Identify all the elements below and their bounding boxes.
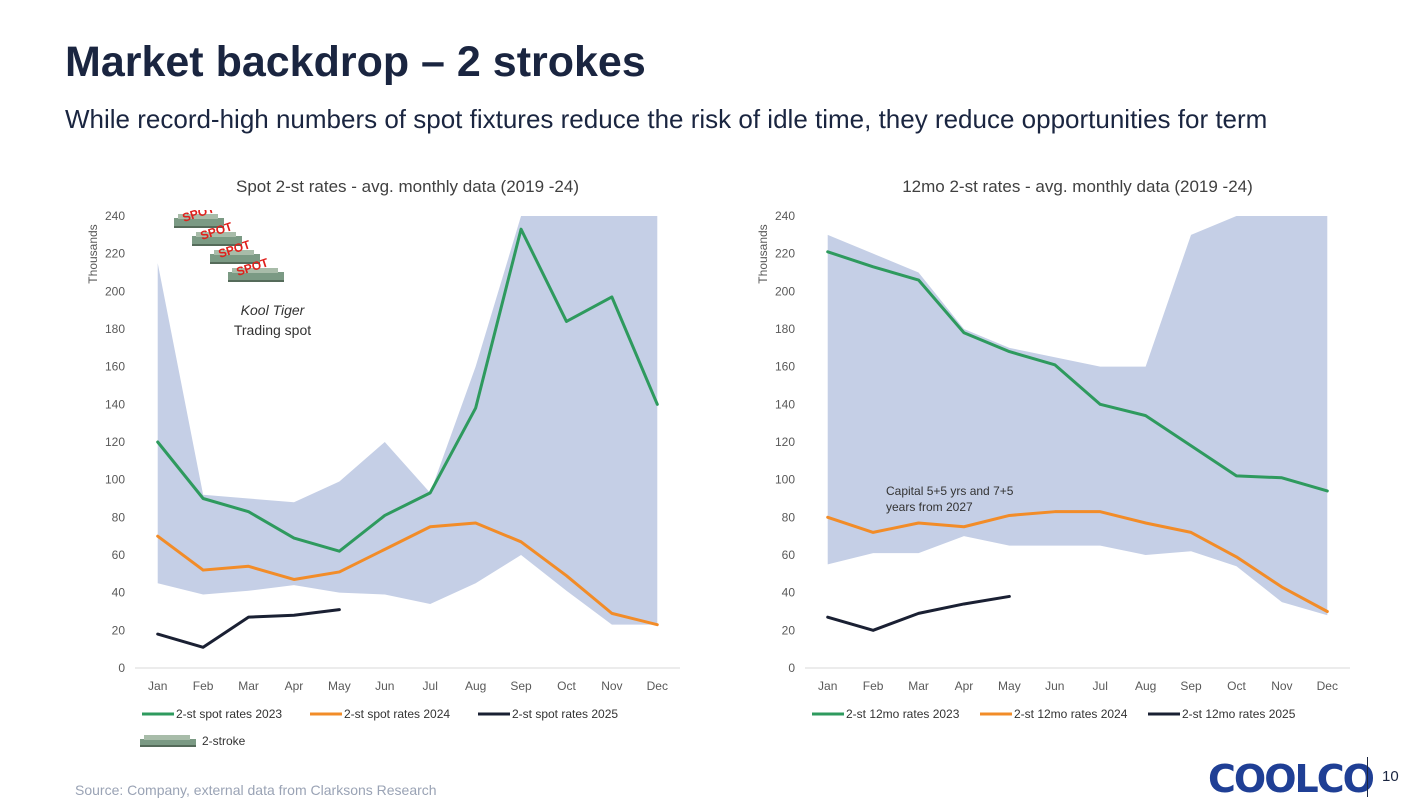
legend-label: 2-st spot rates 2023 [176, 707, 282, 721]
company-logo: COOLCO [1208, 757, 1375, 801]
x-tick-label: Sep [510, 679, 532, 693]
x-tick-label: Feb [193, 679, 214, 693]
range-band [157, 216, 658, 625]
capital-note: Capital 5+5 yrs and 7+5 years from 2027 [886, 483, 1013, 515]
series-line [826, 594, 1011, 632]
vessel-name: Kool Tiger [240, 302, 305, 318]
y-tick-label: 160 [105, 360, 125, 374]
x-tick-label: Nov [1271, 679, 1292, 693]
series-line [156, 227, 659, 553]
legend-label: 2-st 12mo rates 2025 [1182, 707, 1296, 721]
y-tick-label: 40 [782, 586, 796, 600]
ship-icon [192, 232, 242, 246]
x-tick-label: Jun [1045, 679, 1064, 693]
footer-divider [1367, 757, 1368, 797]
y-tick-label: 200 [775, 284, 795, 298]
x-tick-label: Apr [955, 679, 974, 693]
spot-vessel-annotation: Kool Tiger Trading spot [215, 300, 330, 340]
series-line [826, 510, 1329, 613]
x-tick-label: Aug [465, 679, 486, 693]
series-line [826, 250, 1329, 493]
x-tick-label: Jul [423, 679, 438, 693]
x-tick-label: Nov [601, 679, 622, 693]
y-tick-label: 140 [105, 397, 125, 411]
y-tick-label: 220 [775, 247, 795, 261]
x-tick-label: Jan [148, 679, 167, 693]
y-tick-label: 160 [775, 360, 795, 374]
legend-2stroke-label: 2-stroke [202, 734, 246, 748]
legend-label: 2-st 12mo rates 2023 [846, 707, 960, 721]
x-tick-label: Jun [375, 679, 394, 693]
y-tick-label: 0 [788, 661, 795, 675]
legend-label: 2-st spot rates 2025 [512, 707, 618, 721]
capital-note-line1: Capital 5+5 yrs and 7+5 [886, 484, 1014, 498]
y-tick-label: 200 [105, 284, 125, 298]
x-tick-label: Mar [908, 679, 929, 693]
ship-icon [174, 214, 224, 228]
ship-icon [140, 735, 196, 747]
source-note: Source: Company, external data from Clar… [75, 782, 437, 798]
y-tick-label: 40 [112, 586, 126, 600]
series-line [156, 521, 659, 627]
ship-icon [228, 268, 284, 282]
y-axis-label: Thousands [86, 224, 100, 283]
y-tick-label: 80 [112, 510, 126, 524]
y-axis-label: Thousands [756, 224, 770, 283]
x-tick-label: Jan [818, 679, 837, 693]
y-tick-label: 120 [105, 435, 125, 449]
x-tick-label: Jul [1093, 679, 1108, 693]
y-tick-label: 100 [105, 473, 125, 487]
range-band [827, 216, 1328, 616]
y-tick-label: 100 [775, 473, 795, 487]
y-tick-label: 20 [782, 623, 796, 637]
chart-title: Spot 2-st rates - avg. monthly data (201… [236, 177, 579, 196]
legend-label: 2-st spot rates 2024 [344, 707, 450, 721]
spot-ships-illustration: SPOT SPOT SPOT SPOT [174, 210, 284, 282]
vessel-status: Trading spot [233, 322, 312, 338]
x-tick-label: Dec [1317, 679, 1338, 693]
x-tick-label: Feb [863, 679, 884, 693]
series-line [156, 608, 341, 649]
y-tick-label: 240 [105, 209, 125, 223]
chart-title: 12mo 2-st rates - avg. monthly data (201… [902, 177, 1253, 196]
y-tick-label: 180 [105, 322, 125, 336]
y-tick-label: 120 [775, 435, 795, 449]
x-tick-label: Oct [557, 679, 576, 693]
12mo-rates-chart: 12mo 2-st rates - avg. monthly data (201… [750, 170, 1390, 730]
y-tick-label: 140 [775, 397, 795, 411]
y-tick-label: 240 [775, 209, 795, 223]
y-tick-label: 20 [112, 623, 126, 637]
y-tick-label: 80 [782, 510, 796, 524]
x-tick-label: Mar [238, 679, 259, 693]
x-tick-label: Sep [1180, 679, 1202, 693]
legend-label: 2-st 12mo rates 2024 [1014, 707, 1128, 721]
12mo-rates-chart-svg: 12mo 2-st rates - avg. monthly data (201… [756, 177, 1350, 721]
x-tick-label: Dec [647, 679, 668, 693]
spot-rates-chart-svg: Spot 2-st rates - avg. monthly data (201… [86, 177, 680, 721]
y-tick-label: 180 [775, 322, 795, 336]
x-tick-label: Oct [1227, 679, 1246, 693]
y-tick-label: 220 [105, 247, 125, 261]
page-subtitle: While record-high numbers of spot fixtur… [65, 104, 1268, 134]
x-tick-label: Apr [285, 679, 304, 693]
page-title: Market backdrop – 2 strokes [65, 38, 646, 86]
ship-icon [210, 250, 260, 264]
y-tick-label: 60 [112, 548, 126, 562]
x-tick-label: Aug [1135, 679, 1156, 693]
x-tick-label: May [998, 679, 1021, 693]
legend-2stroke: 2-stroke [140, 734, 245, 748]
x-tick-label: May [328, 679, 351, 693]
capital-note-line2: years from 2027 [886, 500, 973, 514]
y-tick-label: 0 [118, 661, 125, 675]
spot-rates-chart: Spot 2-st rates - avg. monthly data (201… [80, 170, 720, 730]
y-tick-label: 60 [782, 548, 796, 562]
page-number: 10 [1382, 768, 1399, 785]
